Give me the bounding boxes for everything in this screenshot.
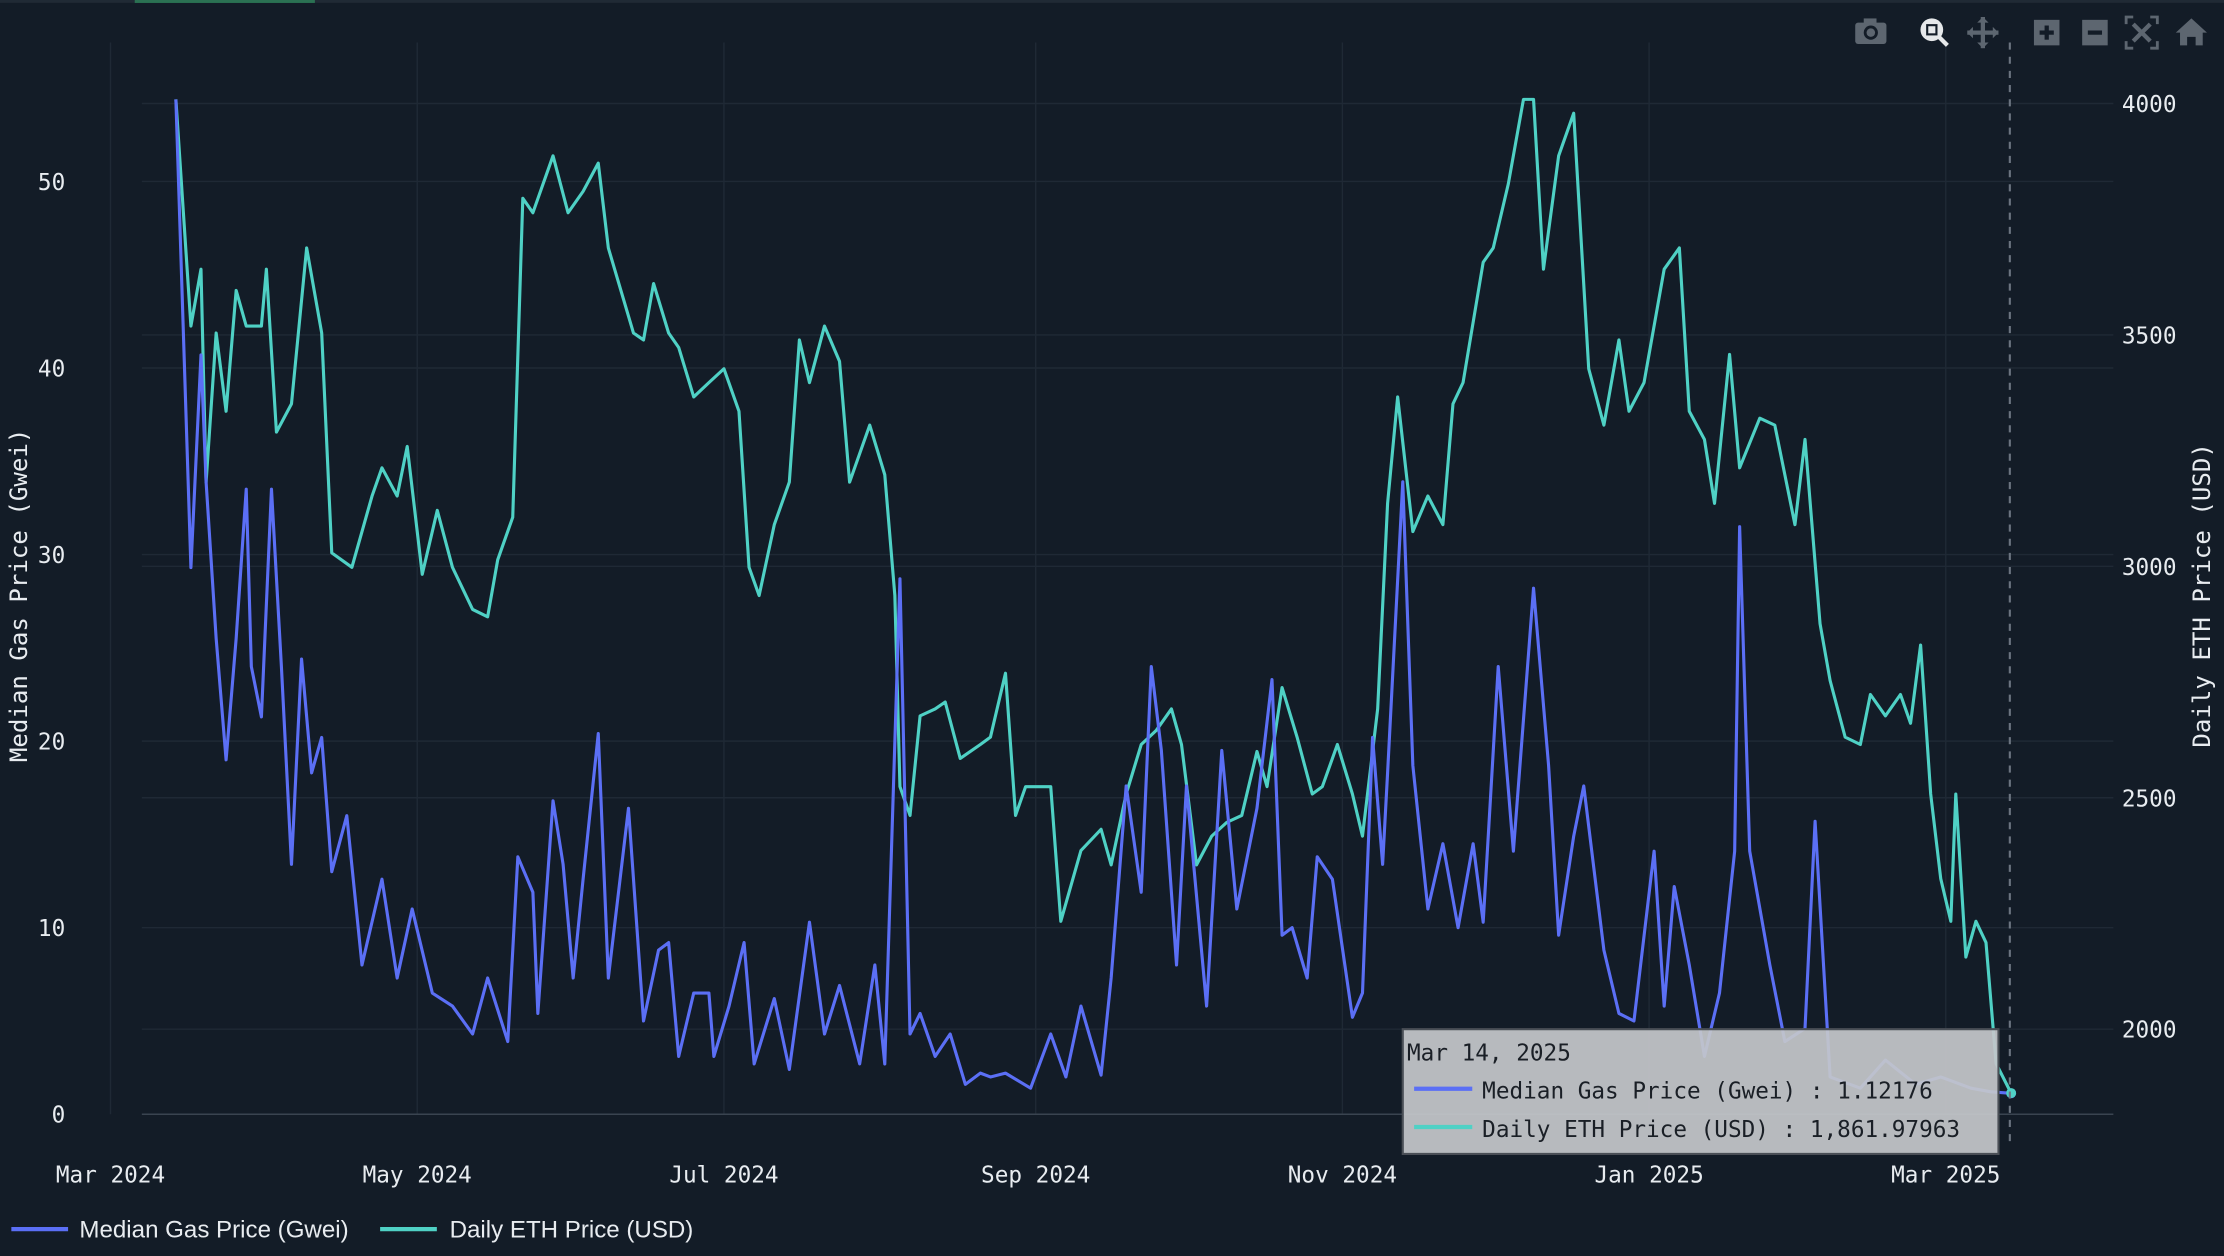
modebar bbox=[1855, 15, 2207, 50]
x-tick-label: May 2024 bbox=[363, 1162, 472, 1188]
camera-icon[interactable] bbox=[1855, 18, 1887, 44]
right-y-tick-label: 3000 bbox=[2122, 555, 2177, 581]
eth-price-line[interactable] bbox=[174, 97, 2013, 1094]
eth-hover-point bbox=[2006, 1088, 2017, 1099]
left-y-tick-label: 10 bbox=[38, 916, 65, 942]
x-tick-label: Jan 2025 bbox=[1594, 1162, 1703, 1188]
left-y-tick-labels: 0 10 20 30 40 50 bbox=[38, 170, 65, 1129]
right-y-tick-label: 2000 bbox=[2122, 1018, 2177, 1044]
right-y-tick-labels: 2000 2500 3000 3500 4000 bbox=[2122, 92, 2177, 1044]
legend: Median Gas Price (Gwei) Daily ETH Price … bbox=[11, 1217, 693, 1244]
legend-item-gas[interactable]: Median Gas Price (Gwei) bbox=[11, 1217, 349, 1244]
gas-price-line[interactable] bbox=[174, 99, 2012, 1095]
x-tick-label: Sep 2024 bbox=[981, 1162, 1090, 1188]
left-y-tick-label: 50 bbox=[38, 170, 65, 196]
tooltip-eth-value: Daily ETH Price (USD) : 1,861.97963 bbox=[1482, 1117, 1960, 1143]
left-y-tick-label: 0 bbox=[52, 1103, 66, 1129]
zoom-in-icon[interactable] bbox=[2033, 19, 2060, 46]
pan-icon[interactable] bbox=[1967, 17, 1999, 49]
x-tick-labels: Mar 2024 May 2024 Jul 2024 Sep 2024 Nov 2024… bbox=[56, 1162, 2000, 1188]
home-icon[interactable] bbox=[2175, 18, 2207, 46]
left-y-tick-label: 20 bbox=[38, 730, 65, 756]
tooltip-date: Mar 14, 2025 bbox=[1407, 1040, 1571, 1066]
tooltip-gas-value: Median Gas Price (Gwei) : 1.12176 bbox=[1482, 1079, 1933, 1105]
zoom-icon[interactable] bbox=[1920, 18, 1949, 47]
autoscale-icon[interactable] bbox=[2124, 15, 2159, 50]
legend-item-eth[interactable]: Daily ETH Price (USD) bbox=[380, 1217, 693, 1244]
legend-label-eth[interactable]: Daily ETH Price (USD) bbox=[450, 1217, 694, 1244]
legend-label-gas[interactable]: Median Gas Price (Gwei) bbox=[79, 1217, 348, 1244]
x-tick-label: Mar 2025 bbox=[1891, 1162, 2000, 1188]
right-axis-title: Daily ETH Price (USD) bbox=[2188, 443, 2216, 748]
left-y-tick-label: 40 bbox=[38, 357, 65, 383]
x-tick-label: Jul 2024 bbox=[669, 1162, 778, 1188]
left-axis-title: Median Gas Price (Gwei) bbox=[5, 429, 33, 763]
right-y-tick-label: 4000 bbox=[2122, 92, 2177, 118]
x-tick-label: Mar 2024 bbox=[56, 1162, 165, 1188]
right-y-tick-label: 2500 bbox=[2122, 786, 2177, 812]
x-tick-label: Nov 2024 bbox=[1288, 1162, 1397, 1188]
series-lines bbox=[174, 97, 2017, 1099]
hover-tooltip: Mar 14, 2025 Median Gas Price (Gwei) : 1… bbox=[1401, 1028, 2000, 1155]
top-border bbox=[0, 0, 2224, 3]
right-y-tick-label: 3500 bbox=[2122, 323, 2177, 349]
left-y-tick-label: 30 bbox=[38, 543, 65, 569]
zoom-out-icon[interactable] bbox=[2082, 19, 2108, 46]
